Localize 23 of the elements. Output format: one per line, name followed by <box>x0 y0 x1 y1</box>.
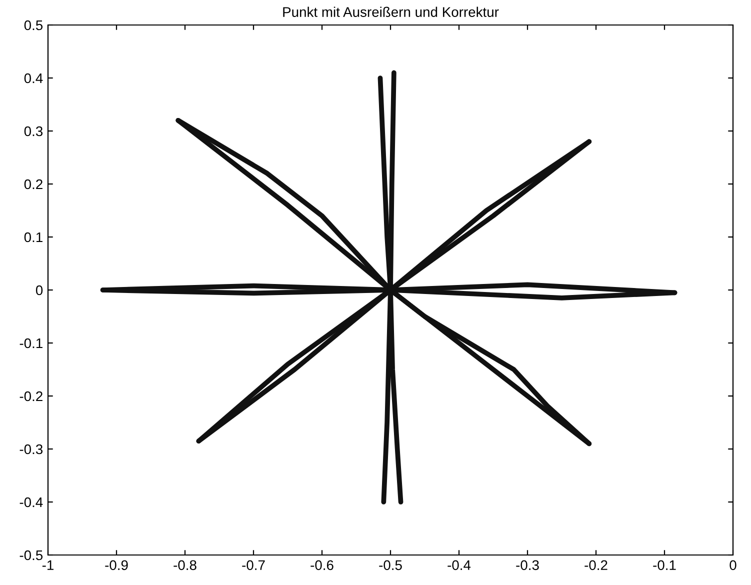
x-tick-label: -0.2 <box>584 560 608 570</box>
chart-title: Punkt mit Ausreißern und Korrektur <box>283 6 499 17</box>
y-tick-label: 0.3 <box>24 126 43 136</box>
x-tick-label: -0.6 <box>310 560 334 570</box>
x-tick-label: -1 <box>42 560 54 570</box>
y-tick-label: 0.1 <box>24 232 42 242</box>
x-tick-label: -0.7 <box>242 560 265 570</box>
y-tick-label: -0.5 <box>20 550 43 560</box>
y-tick-label: -0.3 <box>20 444 43 454</box>
x-tick-label: -0.4 <box>448 560 471 570</box>
x-tick-label: 0 <box>730 560 736 570</box>
x-tick-label: -0.3 <box>516 560 539 570</box>
y-tick-label: -0.1 <box>20 338 42 348</box>
y-tick-label: -0.4 <box>20 497 43 508</box>
y-tick-label: 0 <box>36 285 43 296</box>
x-tick-label: -0.8 <box>174 560 196 570</box>
x-tick-label: -0.1 <box>653 560 676 570</box>
y-tick-label: 0.4 <box>24 73 43 84</box>
y-tick-label: 0.2 <box>24 179 42 190</box>
y-tick-label: 0.5 <box>24 20 43 30</box>
x-tick-label: -0.5 <box>379 560 402 570</box>
x-tick-label: -0.9 <box>105 560 128 570</box>
y-tick-label: -0.2 <box>20 391 42 402</box>
